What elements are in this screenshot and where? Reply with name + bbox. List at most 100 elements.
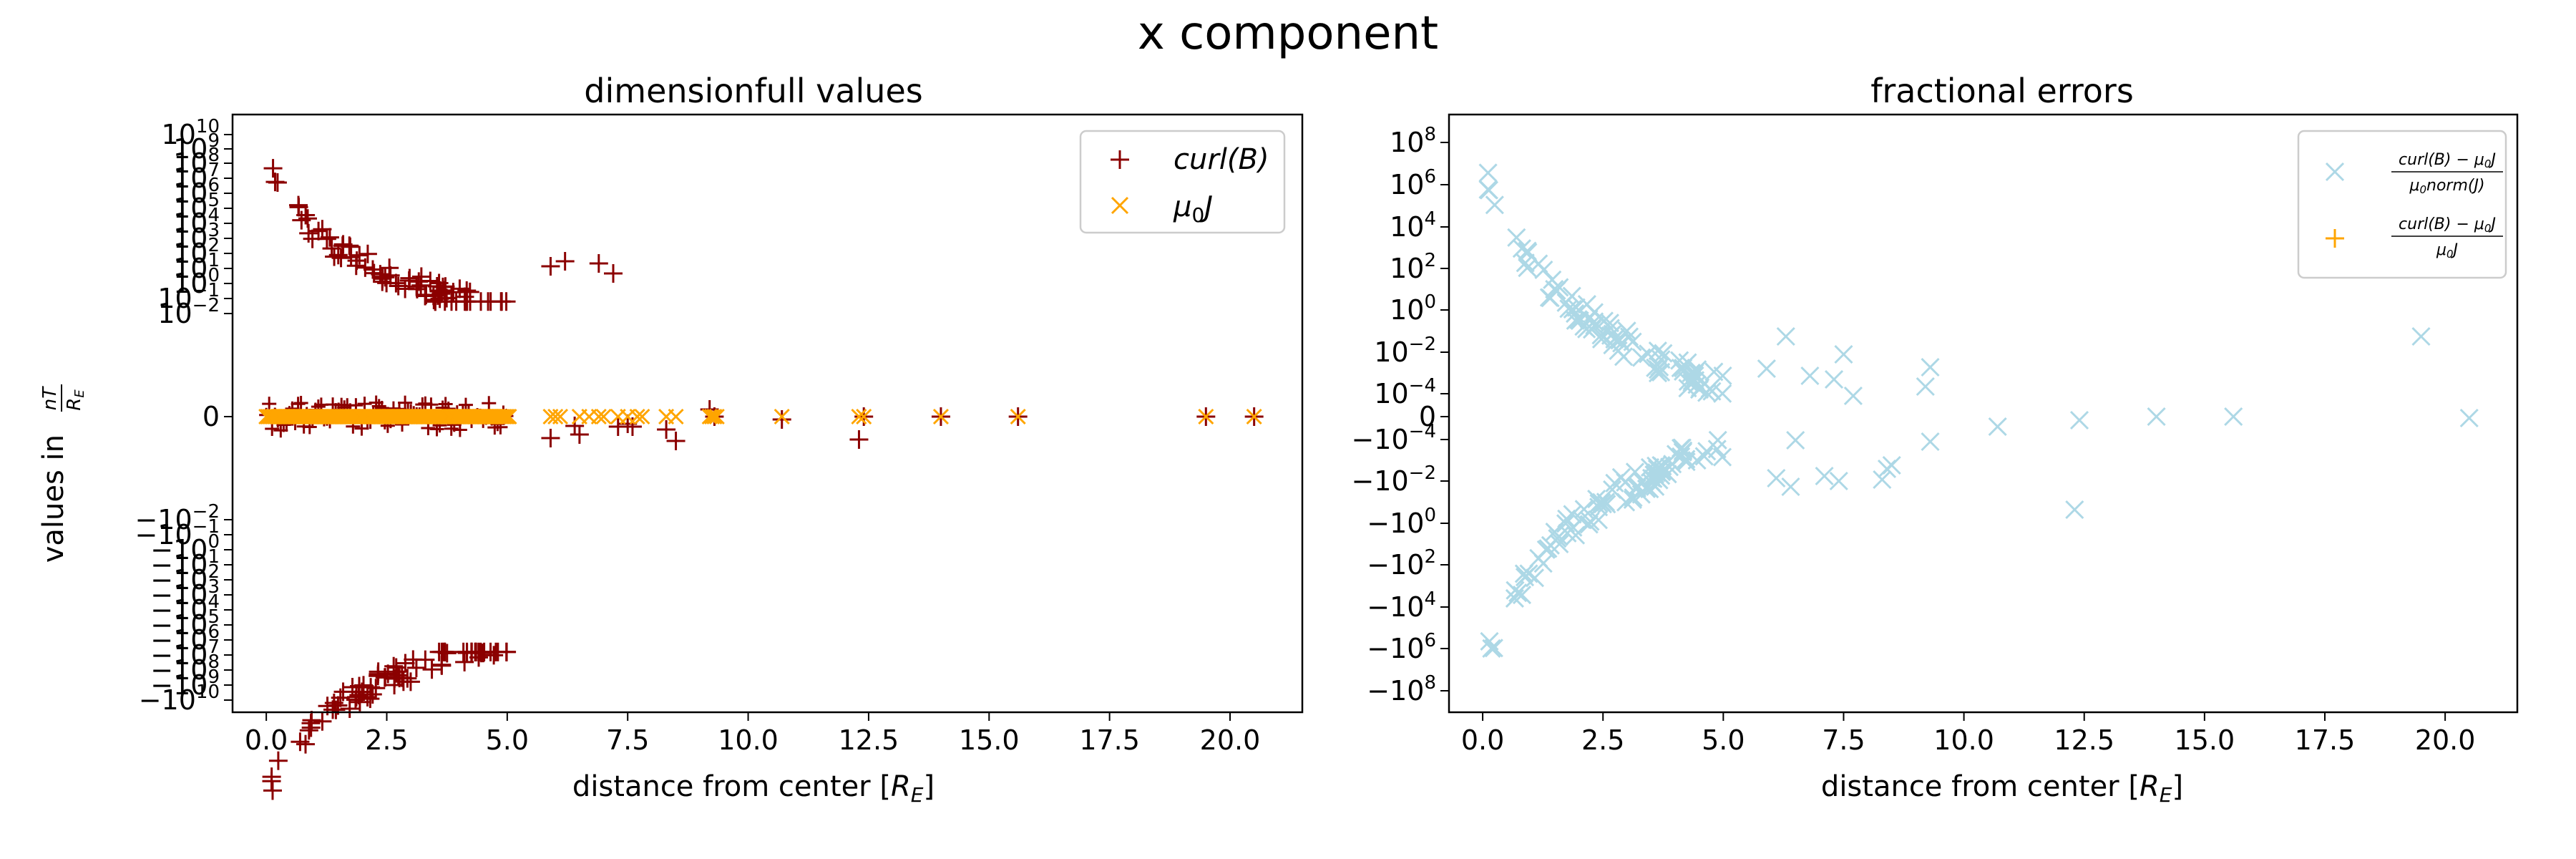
mu0j-point [547,408,564,425]
norm-error-point [1603,480,1622,499]
norm-error-point [1587,490,1606,509]
curl-b-point [589,254,608,273]
legend-marker-norm-error [2325,162,2345,182]
curl-b-point [296,734,315,754]
right-ytick-label: −10−2 [1351,462,1436,497]
norm-error-point [1776,326,1795,346]
mu0j-point [701,408,718,425]
right-ytick-label: −106 [1367,630,1436,664]
svg-text:RE: RE [64,389,87,411]
left-data-points [258,159,1264,800]
norm-error-point [1648,364,1668,383]
norm-error-point [1623,490,1642,509]
legend-plus-red [1111,150,1129,169]
right-ytick-label: 104 [1390,208,1436,243]
norm-error-point [1815,466,1834,486]
norm-error-point [1781,477,1800,497]
right-xtick-label: 20.0 [2415,724,2476,756]
mu0j-point [629,408,645,425]
left-legend: curl(B) μ0J [1079,130,1286,234]
norm-error-point [1617,321,1636,341]
left-ytick-label: 109 [173,130,220,165]
left-ytick-label: −10−2 [135,501,220,535]
left-ytick-label: −103 [150,576,220,611]
curl-b-point [325,247,344,266]
curl-b-point [356,258,375,277]
curl-b-point [366,679,386,698]
mu0j-point [856,408,872,425]
right-xtick-label: 15.0 [2175,724,2235,756]
right-data-points [1478,163,2479,658]
norm-error-point [2065,500,2084,520]
curl-b-point [358,687,377,707]
left-ytick-label: 10−2 [157,295,220,329]
norm-error-point [1574,317,1594,336]
norm-error-point [1563,505,1582,524]
norm-error-point [1685,366,1704,385]
svg-text:curl(B) − μ0J: curl(B) − μ0J [2399,215,2496,235]
panel-dimensionfull-values: dimensionfull values 0.0 2.5 5.0 7.5 10.0 12.… [37,72,1304,807]
curl-b-point [406,658,426,677]
right-ytick-label: 102 [1390,250,1436,284]
norm-error-point [1505,588,1524,608]
curl-b-point [291,732,310,752]
curl-b-point [398,395,413,410]
norm-error-point [1515,568,1535,587]
curl-b-point [323,700,343,719]
norm-error-point [1708,430,1727,450]
curl-b-point [430,289,449,309]
legend-marker-rel-error [2326,229,2344,248]
mu0j-point [851,408,867,425]
left-ytick-label: 108 [173,145,220,179]
mu0j-point [494,408,511,425]
curl-b-point [389,666,408,685]
norm-error-point [1654,344,1673,363]
left-ytick-label: −107 [150,636,220,671]
legend-label-rel-error: curl(B) − μ0J μ0J [2391,215,2503,261]
curl-b-point [293,396,308,411]
curl-b-point [299,223,318,243]
norm-error-point [1666,445,1686,464]
right-xtick-label: 2.5 [1581,724,1624,756]
right-ytick-label: −108 [1367,672,1436,707]
left-y-axis-label: values in nT RE [37,384,87,563]
left-xtick-label: 7.5 [606,724,649,756]
left-plot-frame [231,113,1304,714]
curl-b-point [422,660,441,679]
norm-error-point [1512,239,1531,258]
norm-error-point [2411,326,2431,346]
norm-error-point [1873,470,1892,490]
curl-b-point [333,235,353,254]
norm-error-point [1800,366,1820,386]
curl-b-point [386,658,406,677]
norm-error-point [1592,492,1611,512]
legend-plus-orange [2326,229,2344,248]
left-ytick-label: −102 [150,561,220,596]
norm-error-point [2147,407,2166,427]
norm-error-point [1988,417,2007,437]
norm-error-point [1478,163,1498,183]
norm-error-point [1713,366,1732,386]
left-ytick-label: 100 [173,265,220,299]
left-x-axis-label: distance from center [RE] [572,770,935,807]
curl-b-point [331,688,350,707]
mu0j-point [581,408,597,425]
right-ytick-label: −10−4 [1351,421,1436,455]
norm-error-point [1650,357,1669,377]
left-ytick-label: −105 [150,606,220,641]
norm-error-point [1843,386,1863,406]
curl-b-point [386,273,406,293]
curl-b-point [565,417,585,435]
norm-error-point [1712,447,1732,467]
norm-error-point [1601,326,1621,345]
norm-error-point [1566,311,1585,330]
curl-b-point [263,781,282,800]
norm-error-point [1631,485,1651,504]
legend-label-curl-b: curl(B) [1174,143,1269,176]
figure-title: x component [1138,7,1438,60]
left-ytick-label: −108 [150,651,220,686]
left-ytick-label: −109 [150,666,220,701]
right-ticks: 0.0 2.5 5.0 7.5 10.0 12.5 15.0 17.5 20.0 108 106 10… [1351,124,2475,756]
curl-b-point [407,277,426,296]
curl-b-point [328,246,348,265]
